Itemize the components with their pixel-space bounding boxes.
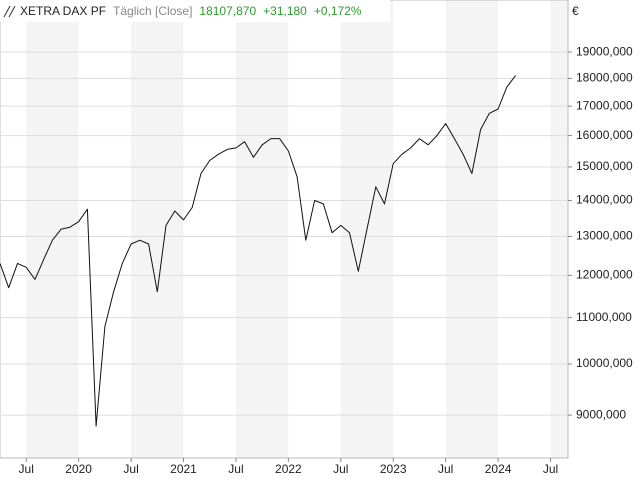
x-tick-label: 2021 [170, 462, 197, 476]
x-tick-label: Jul [123, 462, 138, 476]
stripe [131, 0, 184, 458]
y-tick-label: 11000,000 [576, 310, 632, 324]
stripe [550, 0, 568, 458]
y-tick-label: 19000,000 [576, 44, 633, 58]
x-tick-label: 2023 [380, 462, 407, 476]
x-tick-label: Jul [438, 462, 453, 476]
unit-label: € [572, 4, 579, 18]
x-tick-label: 2020 [65, 462, 92, 476]
x-tick-label: Jul [333, 462, 348, 476]
header-text: +0,172% [314, 4, 362, 18]
stripe [183, 0, 236, 458]
stripe [0, 0, 27, 458]
y-tick-label: 9000,000 [576, 407, 626, 421]
x-tick-label: 2024 [485, 462, 512, 476]
header-text: Täglich [Close] [113, 4, 192, 18]
stripe [78, 0, 132, 458]
background [0, 0, 568, 458]
header-text: 18107,870 [199, 4, 256, 18]
stripe [393, 0, 446, 458]
y-tick-label: 17000,000 [576, 98, 633, 112]
header-box [0, 0, 390, 22]
y-tick-label: 14000,000 [576, 193, 633, 207]
x-tick-label: 2022 [275, 462, 302, 476]
stripe [288, 0, 341, 458]
header-text: XETRA DAX PF [20, 4, 106, 18]
stripe [445, 0, 499, 458]
y-tick-label: 15000,000 [576, 159, 633, 173]
y-tick-label: 13000,000 [576, 229, 633, 243]
header-text: +31,180 [263, 4, 307, 18]
x-tick-label: Jul [19, 462, 34, 476]
y-tick-label: 12000,000 [576, 268, 633, 282]
stripe [498, 0, 551, 458]
x-tick-label: Jul [543, 462, 558, 476]
plot-frame [0, 0, 569, 459]
header-icon [3, 5, 16, 18]
y-tick-label: 10000,000 [576, 356, 633, 370]
price-line [0, 75, 516, 427]
y-tick-label: 16000,000 [576, 128, 633, 142]
stripe [235, 0, 289, 458]
stripe [26, 0, 79, 458]
x-tick-label: Jul [228, 462, 243, 476]
y-tick-label: 18000,000 [576, 71, 633, 85]
